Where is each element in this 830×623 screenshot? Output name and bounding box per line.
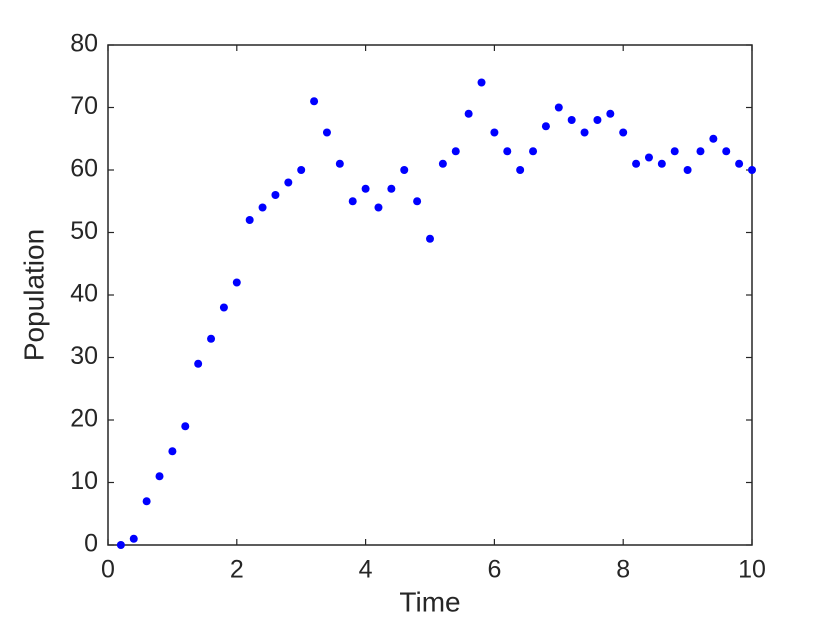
point (310, 97, 319, 106)
point (129, 534, 138, 543)
y-tick-label: 50 (70, 217, 98, 245)
x-tick-label: 8 (616, 556, 630, 584)
point (529, 147, 538, 156)
point (400, 166, 409, 174)
point (297, 166, 306, 174)
x-tick-label: 6 (487, 556, 501, 584)
point (606, 109, 615, 118)
point (181, 422, 190, 431)
point (593, 116, 602, 124)
point (284, 178, 293, 187)
y-tick-label: 40 (70, 280, 98, 308)
y-tick-label: 0 (84, 530, 98, 558)
point (438, 159, 447, 168)
point (168, 447, 177, 456)
x-tick-label: 10 (738, 556, 766, 584)
point (451, 147, 460, 156)
y-axis-label: Population (18, 229, 49, 361)
y-tick-label: 30 (70, 342, 98, 370)
point (657, 159, 666, 168)
point (503, 147, 512, 156)
x-axis-label: Time (399, 586, 460, 617)
point (516, 166, 525, 174)
point (735, 159, 744, 168)
point (116, 541, 125, 549)
y-tick-label: 80 (70, 30, 98, 58)
point (258, 203, 267, 212)
point (567, 116, 576, 124)
y-tick-label: 10 (70, 467, 98, 495)
point (361, 184, 370, 193)
point (722, 147, 731, 156)
point (374, 203, 383, 212)
point (219, 303, 228, 312)
point (413, 197, 422, 206)
x-tick-label: 4 (359, 556, 373, 584)
point (387, 184, 396, 193)
point (490, 128, 499, 137)
point (696, 147, 705, 156)
point (683, 166, 692, 174)
y-tick-label: 60 (70, 155, 98, 183)
point (709, 134, 718, 143)
point (322, 128, 331, 137)
point (426, 234, 434, 243)
point (477, 78, 486, 87)
point (580, 128, 589, 137)
y-tick-label: 20 (70, 405, 98, 433)
point (670, 147, 679, 156)
axes-box (107, 44, 753, 546)
point (194, 359, 203, 368)
x-tick-label: 0 (101, 556, 115, 584)
point (541, 122, 550, 131)
point (335, 159, 344, 168)
point (748, 166, 756, 174)
point (632, 159, 641, 168)
y-tick-label: 70 (70, 92, 98, 120)
point (554, 103, 563, 112)
point (644, 153, 653, 162)
point (619, 128, 628, 137)
point (348, 197, 357, 206)
point (232, 278, 241, 287)
x-tick-label: 2 (230, 556, 244, 584)
point (142, 497, 151, 506)
point (155, 472, 164, 481)
point (464, 109, 473, 118)
point (271, 191, 280, 199)
point (245, 216, 254, 224)
point (207, 334, 216, 343)
